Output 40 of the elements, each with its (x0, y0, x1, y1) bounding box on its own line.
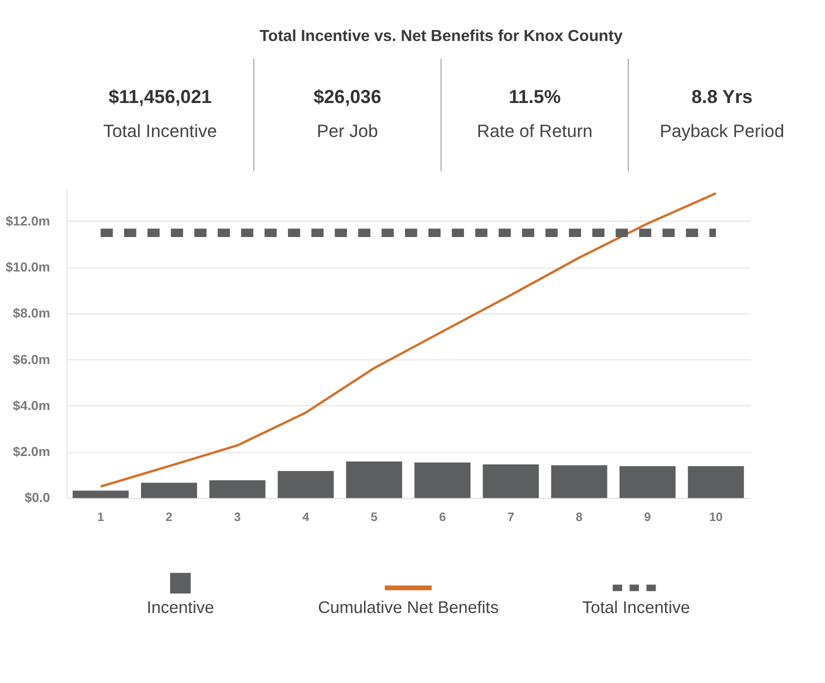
text: $11,456,021 (108, 86, 212, 107)
x-tick-label: 1 (97, 510, 104, 524)
x-tick-label: 8 (576, 510, 583, 524)
x-tick-label: 10 (709, 510, 723, 524)
text: Payback Period (660, 121, 784, 142)
bar (72, 490, 129, 498)
y-tick-label: $8.0m (12, 306, 50, 321)
y-tick-label: $0.0 (24, 490, 50, 506)
bar (278, 471, 334, 498)
bar (688, 466, 744, 498)
bar (482, 464, 539, 498)
text: Rate of Return (476, 121, 593, 142)
x-tick-label: 7 (507, 510, 514, 524)
bar (346, 462, 402, 498)
x-tick-label: 4 (302, 510, 310, 524)
x-tick-label: 5 (370, 510, 378, 524)
text: $26,036 (314, 86, 382, 107)
legend-label: Cumulative Net Benefits (318, 598, 499, 618)
y-tick-label: $6.0m (12, 352, 50, 367)
y-tick-label: $4.0m (12, 398, 50, 413)
x-tick-label: 3 (234, 510, 242, 524)
line-series (99, 192, 718, 488)
bar (620, 466, 676, 498)
x-tick-label: 2 (166, 510, 173, 524)
y-tick-label: $12.0m (6, 213, 50, 228)
text: Per Job (316, 121, 378, 142)
legend-label: Incentive (146, 598, 214, 618)
bar (141, 482, 198, 498)
x-tick-label: 6 (439, 510, 446, 524)
legend-label: Total Incentive (582, 598, 690, 618)
text: Total Incentive vs. Net Benefits for Knox County (260, 28, 623, 46)
y-tick-label: $10.0m (6, 260, 50, 275)
x-tick-label: 9 (644, 510, 652, 524)
y-tick-label: $2.0m (12, 444, 50, 460)
text: 11.5% (508, 86, 562, 107)
bar (551, 465, 608, 498)
bar (209, 480, 266, 498)
text: 8.8 Yrs (691, 86, 753, 107)
bar (414, 462, 470, 498)
text: Total Incentive (103, 121, 218, 142)
